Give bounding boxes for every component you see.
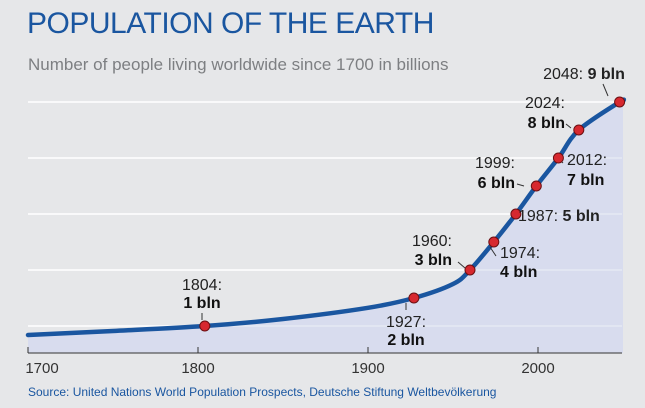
milestone-year: 1804: xyxy=(182,277,222,294)
milestone-label: 1987: 5 bln xyxy=(518,208,600,225)
area-fill xyxy=(28,99,624,353)
milestone-year: 2012: xyxy=(567,152,607,169)
population-chart: 1700 1800 1900 2000 1804:1 bln 1927:2 bln 1960… xyxy=(25,66,627,377)
milestone-marker xyxy=(199,320,211,332)
x-tick-label: 1700 xyxy=(25,360,58,377)
chart-subtitle: Number of people living worldwide since … xyxy=(28,55,449,74)
milestone-value: 7 bln xyxy=(567,172,604,189)
leader-line xyxy=(516,183,525,187)
x-tick-label: 2000 xyxy=(521,360,554,377)
milestone-value: 1 bln xyxy=(183,295,220,312)
milestone-marker xyxy=(552,152,564,164)
leader-line xyxy=(489,246,497,257)
milestone-value: 2 bln xyxy=(387,332,424,349)
x-tick-label: 1800 xyxy=(181,360,214,377)
leader-line xyxy=(457,261,466,269)
milestone-year: 1927: xyxy=(386,314,426,331)
x-tick-label: 1900 xyxy=(351,360,384,377)
milestone-marker xyxy=(408,292,420,304)
milestone-value: 3 bln xyxy=(415,252,452,269)
leader-line xyxy=(565,123,572,129)
milestone-label: 2048: 9 bln xyxy=(543,66,625,83)
milestone-value: 9 bln xyxy=(588,66,625,83)
milestone-year: 1960: xyxy=(412,233,452,250)
milestone-marker xyxy=(488,236,500,248)
milestone-marker xyxy=(510,208,522,220)
milestone-marker xyxy=(530,180,542,192)
milestone-year: 1987: xyxy=(518,208,562,225)
milestone-marker xyxy=(614,96,626,108)
milestone-marker xyxy=(573,124,585,136)
milestone-marker xyxy=(464,264,476,276)
milestone-year: 2048: xyxy=(543,66,587,83)
faint-footer-line xyxy=(28,401,358,408)
leader-line xyxy=(602,83,609,97)
milestone-value: 4 bln xyxy=(500,264,537,281)
milestone-value: 6 bln xyxy=(478,175,515,192)
milestone-value: 8 bln xyxy=(528,115,565,132)
milestone-year: 2024: xyxy=(525,95,565,112)
milestone-year: 1974: xyxy=(500,245,540,262)
source-note: Source: United Nations World Population … xyxy=(28,385,497,399)
chart-title: POPULATION OF THE EARTH xyxy=(27,7,434,40)
milestone-year: 1999: xyxy=(475,155,515,172)
milestone-value: 5 bln xyxy=(562,208,599,225)
